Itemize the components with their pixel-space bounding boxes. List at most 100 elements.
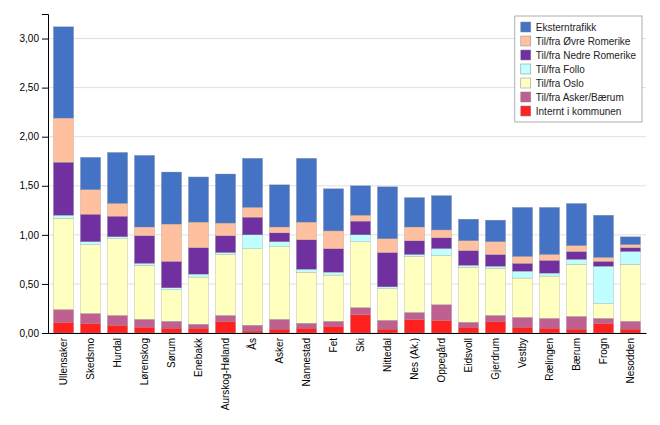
bar-segment: [620, 252, 640, 265]
y-tick: 0,50: [20, 279, 48, 290]
legend-item: Eksterntrafikk: [521, 22, 598, 33]
bar-segment: [242, 331, 262, 333]
bar-segment: [458, 241, 478, 251]
bar-segment: [566, 259, 586, 264]
bar-segment: [296, 323, 316, 328]
bar-segment: [539, 328, 559, 333]
x-tick: Lørenskog: [139, 333, 150, 385]
y-tick: 1,00: [20, 230, 48, 241]
bar-segment: [431, 230, 451, 238]
x-tick: Gjerdrum: [490, 333, 501, 380]
bar-segment: [485, 315, 505, 321]
legend-item: Til/fra Nedre Romerike: [521, 50, 637, 61]
bar-segment: [188, 248, 208, 275]
bar-segment: [377, 253, 397, 287]
bar-segment: [566, 252, 586, 260]
bar-segment: [620, 264, 640, 321]
x-tick-label: Bærum: [571, 338, 582, 371]
bar-segment: [134, 327, 154, 333]
bar-segment: [215, 321, 235, 333]
x-tick: Nes (Ak.): [409, 333, 420, 380]
bar-segment: [620, 245, 640, 248]
x-tick: Rælingen: [544, 333, 555, 381]
bar-segment: [512, 327, 532, 333]
y-tick-mark: [42, 333, 48, 334]
x-axis-line: [49, 333, 647, 334]
x-tick-label: Skedsmo: [85, 338, 96, 380]
bar-segment: [296, 269, 316, 272]
bar-segment: [323, 231, 343, 249]
x-tick-label: Lørenskog: [139, 338, 150, 385]
y-tick: 1,50: [20, 180, 48, 191]
bar-segment: [512, 263, 532, 271]
bar-segment: [188, 177, 208, 222]
x-tick: Ski: [355, 333, 366, 352]
bar-segment: [512, 317, 532, 327]
y-tick-label: 0,50: [20, 279, 40, 290]
bar-segment: [215, 254, 235, 315]
bar-segment: [512, 278, 532, 317]
bar-segment: [404, 256, 424, 312]
x-tick-label: Nes (Ak.): [409, 338, 420, 380]
bar-segment: [620, 329, 640, 333]
x-tick-label: Aurskog-Høland: [220, 338, 231, 410]
bar-segment: [107, 216, 127, 237]
legend-label: Til/fra Asker/Bærum: [536, 92, 624, 103]
bar-segment: [404, 254, 424, 256]
legend: Eksterntrafikk Til/fra Øvre Romerike Til/f…: [515, 16, 642, 122]
legend-item: Til/fra Asker/Bærum: [521, 92, 624, 103]
bar-segment: [53, 162, 73, 215]
bar-segment: [161, 224, 181, 261]
bar-segment: [458, 322, 478, 327]
bar-segment: [323, 321, 343, 326]
bar-segment: [188, 324, 208, 328]
bar-segment: [350, 307, 370, 314]
x-tick: Nesodden: [625, 333, 636, 384]
legend-item: Til/fra Øvre Romerike: [521, 36, 631, 47]
y-tick: 2,50: [20, 82, 48, 93]
x-tick: Ullensaker: [58, 333, 69, 385]
bar-segment: [431, 238, 451, 249]
legend-label: Til/fra Nedre Romerike: [536, 50, 637, 61]
x-tick: Nannestad: [301, 333, 312, 386]
y-tick-label: 2,50: [20, 82, 40, 93]
x-tick-label: Gjerdrum: [490, 338, 501, 380]
bar-segment: [539, 318, 559, 328]
x-tick: Asker: [274, 333, 285, 364]
bar-segment: [431, 196, 451, 230]
bar-segment: [53, 322, 73, 333]
bar-segment: [161, 261, 181, 288]
legend-label: Internt i kommunen: [536, 106, 622, 117]
grid-line: [48, 136, 646, 137]
bar-segment: [161, 328, 181, 333]
bar-segment: [80, 157, 100, 189]
bar-segment: [161, 288, 181, 290]
series: [53, 118, 640, 263]
bar-segment: [377, 287, 397, 289]
legend-swatch: [521, 92, 531, 102]
bar-segment: [53, 309, 73, 322]
bar-segment: [269, 329, 289, 333]
bar-segment: [269, 242, 289, 247]
bar-segment: [485, 321, 505, 333]
bar-segment: [566, 329, 586, 333]
legend-swatch: [521, 36, 531, 46]
y-tick-label: 1,00: [20, 230, 40, 241]
bar-segment: [350, 186, 370, 215]
bar-segment: [431, 305, 451, 321]
y-tick-label: 1,50: [20, 180, 40, 191]
bar-segment: [485, 220, 505, 242]
x-tick: Hurdal: [112, 333, 123, 367]
x-tick: Skedsmo: [85, 333, 96, 380]
bar-segment: [269, 227, 289, 233]
bar-segment: [296, 328, 316, 333]
x-tick-label: Nittedal: [382, 338, 393, 372]
bar-segment: [512, 271, 532, 278]
bar-segment: [80, 245, 100, 314]
bar-segment: [296, 272, 316, 323]
bar-segment: [296, 158, 316, 222]
bar-segment: [188, 277, 208, 324]
y-axis: 0,000,501,001,502,002,503,00: [20, 15, 49, 339]
bar-segment: [161, 321, 181, 328]
bar-segment: [458, 219, 478, 241]
